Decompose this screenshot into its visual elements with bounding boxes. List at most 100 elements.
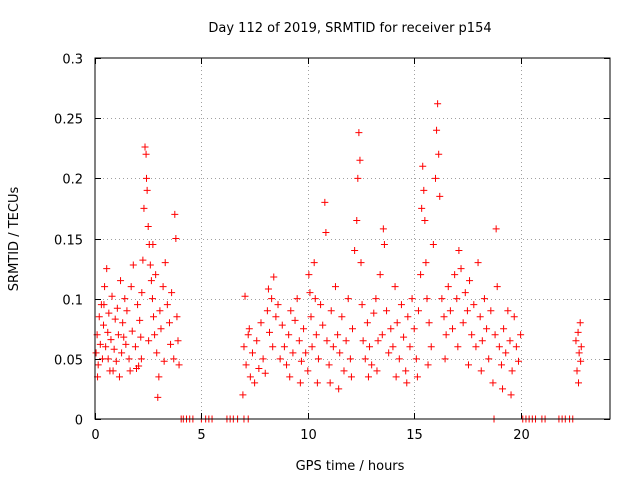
data-point bbox=[165, 319, 173, 327]
data-point bbox=[105, 309, 113, 317]
data-point bbox=[573, 367, 581, 375]
data-point bbox=[285, 331, 293, 339]
data-point bbox=[157, 325, 165, 333]
data-point bbox=[129, 261, 137, 269]
data-point bbox=[263, 307, 271, 315]
data-point bbox=[400, 333, 408, 341]
data-point bbox=[131, 343, 139, 351]
data-point bbox=[493, 283, 501, 291]
data-point bbox=[140, 204, 148, 212]
data-point bbox=[321, 198, 329, 206]
data-point bbox=[255, 364, 263, 372]
data-point bbox=[342, 337, 350, 345]
data-point bbox=[413, 373, 421, 381]
data-point bbox=[128, 327, 136, 335]
data-point bbox=[246, 373, 254, 381]
data-point bbox=[104, 328, 112, 336]
data-point bbox=[453, 295, 461, 303]
data-point bbox=[121, 295, 129, 303]
data-point bbox=[145, 337, 153, 345]
data-point bbox=[374, 337, 382, 345]
data-point bbox=[300, 325, 308, 333]
data-point bbox=[497, 361, 505, 369]
data-point bbox=[397, 301, 405, 309]
data-point bbox=[108, 292, 116, 300]
data-point bbox=[410, 325, 418, 333]
data-point bbox=[334, 331, 342, 339]
data-point bbox=[454, 343, 462, 351]
data-point bbox=[289, 349, 297, 357]
data-point bbox=[174, 337, 182, 345]
data-point bbox=[347, 373, 355, 381]
data-point bbox=[387, 325, 395, 333]
y-tick-label: 0.25 bbox=[54, 113, 83, 128]
data-point bbox=[429, 241, 437, 249]
data-point bbox=[138, 289, 146, 297]
data-point bbox=[326, 379, 334, 387]
data-point bbox=[472, 343, 480, 351]
data-point bbox=[424, 361, 432, 369]
data-point bbox=[115, 373, 123, 381]
data-point bbox=[103, 265, 111, 273]
data-point bbox=[100, 301, 108, 309]
data-point bbox=[577, 357, 585, 365]
data-point bbox=[175, 361, 183, 369]
data-point bbox=[433, 126, 441, 134]
data-point bbox=[355, 129, 363, 137]
data-point bbox=[325, 361, 333, 369]
data-point bbox=[423, 295, 431, 303]
data-point bbox=[349, 325, 356, 333]
data-point bbox=[146, 261, 154, 269]
data-point bbox=[160, 357, 168, 365]
data-point bbox=[302, 349, 310, 357]
data-point bbox=[364, 373, 372, 381]
data-point bbox=[512, 343, 520, 351]
data-point bbox=[492, 225, 500, 233]
data-point bbox=[406, 343, 414, 351]
data-point bbox=[427, 343, 435, 351]
data-point bbox=[101, 283, 109, 291]
data-point bbox=[370, 309, 378, 317]
data-point bbox=[155, 373, 163, 381]
data-point bbox=[118, 349, 126, 357]
data-point bbox=[446, 307, 454, 315]
data-point bbox=[389, 343, 397, 351]
data-point bbox=[287, 307, 295, 315]
data-point bbox=[125, 355, 133, 363]
data-point bbox=[359, 337, 367, 345]
data-point bbox=[502, 349, 510, 357]
data-point bbox=[395, 355, 403, 363]
data-point bbox=[266, 328, 274, 336]
data-point bbox=[296, 379, 304, 387]
x-tick-label: 5 bbox=[197, 428, 205, 443]
data-point bbox=[425, 319, 433, 327]
data-point bbox=[323, 337, 331, 345]
data-point bbox=[417, 271, 425, 279]
data-point bbox=[444, 283, 452, 291]
data-point bbox=[261, 369, 269, 377]
data-point bbox=[119, 319, 127, 327]
data-point bbox=[449, 325, 457, 333]
data-point bbox=[293, 295, 301, 303]
data-point bbox=[170, 355, 178, 363]
data-point bbox=[440, 313, 448, 321]
data-point bbox=[268, 295, 276, 303]
data-point bbox=[102, 343, 110, 351]
data-point bbox=[480, 295, 488, 303]
data-point bbox=[464, 361, 472, 369]
data-point bbox=[313, 379, 321, 387]
data-point bbox=[172, 235, 180, 242]
data-point bbox=[574, 328, 582, 336]
data-point bbox=[393, 319, 401, 327]
data-point bbox=[577, 343, 585, 351]
data-point bbox=[478, 337, 486, 345]
data-point bbox=[414, 307, 422, 315]
data-point bbox=[136, 316, 144, 324]
data-point bbox=[366, 343, 374, 351]
x-tick-label: 20 bbox=[513, 428, 530, 443]
data-point bbox=[344, 295, 352, 303]
data-point bbox=[153, 349, 161, 357]
data-point bbox=[120, 333, 128, 341]
data-point bbox=[149, 241, 157, 249]
data-point bbox=[358, 301, 366, 309]
